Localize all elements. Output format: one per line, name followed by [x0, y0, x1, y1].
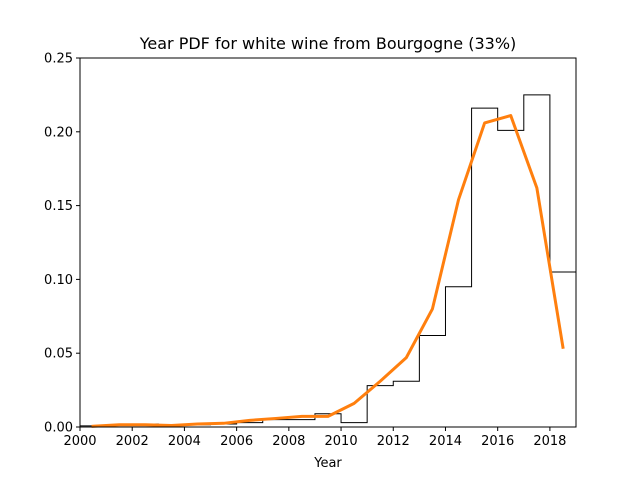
y-tick-label: 0.00: [44, 421, 73, 436]
x-tick-label: 2002: [116, 434, 149, 449]
y-tick-label: 0.10: [44, 273, 73, 288]
plot-area: [79, 94, 577, 428]
y-tick-label: 0.05: [44, 347, 73, 362]
y-tick-label: 0.15: [44, 199, 73, 214]
x-tick-label: 2014: [429, 434, 462, 449]
x-tick-label: 2006: [220, 434, 253, 449]
axis-ticks: 2000 2002 2004 2006 2008 2010 2012 2014 2016 2018…: [44, 52, 566, 450]
x-tick-label: 2008: [272, 434, 305, 449]
x-tick-label: 2000: [63, 434, 96, 449]
x-tick-label: 2012: [377, 434, 410, 449]
x-tick-label: 2018: [533, 434, 566, 449]
density-line-series: [91, 114, 565, 428]
x-tick-label: 2004: [168, 434, 201, 449]
x-axis-label: Year: [313, 456, 342, 471]
chart-title: Year PDF for white wine from Bourgogne (…: [139, 34, 517, 53]
histogram-step-series: [79, 94, 577, 427]
plot-frame: [79, 57, 577, 428]
x-tick-label: 2016: [481, 434, 514, 449]
y-tick-label: 0.25: [44, 52, 73, 67]
x-tick-label: 2010: [325, 434, 358, 449]
y-tick-label: 0.20: [44, 125, 73, 140]
